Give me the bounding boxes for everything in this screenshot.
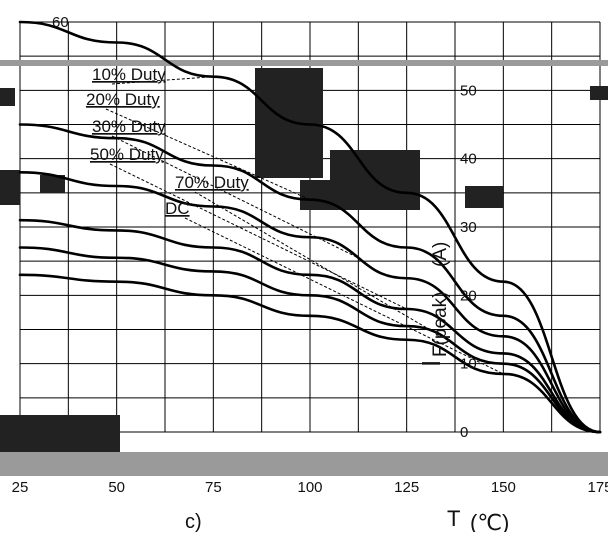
legend-leader-4 — [194, 191, 458, 347]
scan-block — [0, 88, 15, 106]
series-line-3 — [18, 218, 602, 434]
scan-block — [0, 415, 120, 455]
y-tick-label-4: 40 — [460, 151, 477, 168]
x-axis-label-symbol: T — [447, 506, 460, 531]
legend-entry-3: 50% Duty — [90, 145, 164, 164]
scan-block — [40, 175, 65, 193]
y-tick-label-0: 0 — [460, 424, 468, 441]
x-tick-label-0: 25 — [12, 479, 29, 496]
figure-label: c) — [185, 511, 202, 532]
legend-leader-3 — [109, 163, 407, 310]
curves — [18, 20, 602, 434]
axis-labels: c) T (℃) I F(peak) (A) — [185, 242, 509, 535]
series-line-5 — [18, 273, 602, 434]
scan-band — [0, 60, 608, 66]
series-line-4 — [18, 246, 602, 434]
scan-band — [0, 452, 608, 476]
legend-leaders — [105, 76, 504, 375]
x-axis-label-unit: (℃) — [470, 510, 509, 532]
legend-entry-0: 10% Duty — [92, 65, 166, 84]
y-tick-label-2: 20 — [460, 287, 477, 304]
legend-leader-0 — [111, 76, 214, 85]
legend: 10% Duty 20% Duty 30% Duty 50% Duty 70% Duty… — [86, 65, 249, 218]
x-tick-label-4: 125 — [394, 479, 419, 496]
scan-block — [0, 170, 20, 205]
tick-labels: 0 10 20 30 40 50 60 25 50 75 100 125 150 175 — [12, 14, 608, 496]
y-axis-label-symbol: I — [416, 360, 446, 367]
x-tick-label-6: 175 — [587, 479, 608, 496]
scan-block — [465, 186, 503, 208]
legend-entry-2: 30% Duty — [92, 117, 166, 136]
series-line-2 — [18, 171, 602, 434]
legend-leader-2 — [111, 135, 357, 258]
x-tick-label-3: 100 — [297, 479, 322, 496]
scan-block — [255, 68, 323, 178]
series-line-0 — [18, 20, 602, 434]
y-tick-label-5: 50 — [460, 82, 477, 99]
legend-entry-4: 70% Duty — [175, 173, 249, 192]
x-tick-label-5: 150 — [491, 479, 516, 496]
y-axis-label-unit: (A) — [430, 242, 451, 267]
y-axis-label-sub: F(peak) — [430, 292, 451, 357]
x-tick-label-2: 75 — [205, 479, 222, 496]
legend-leader-5 — [184, 217, 504, 375]
x-tick-label-1: 50 — [108, 479, 125, 496]
legend-leader-1 — [105, 108, 311, 201]
y-tick-label-3: 30 — [460, 219, 477, 236]
scan-block — [590, 86, 608, 100]
legend-entry-5: DC — [165, 199, 190, 218]
legend-entry-1: 20% Duty — [86, 90, 160, 109]
y-tick-label-1: 10 — [460, 356, 477, 373]
series-line-1 — [18, 123, 602, 434]
y-tick-label-6: 60 — [52, 14, 69, 31]
